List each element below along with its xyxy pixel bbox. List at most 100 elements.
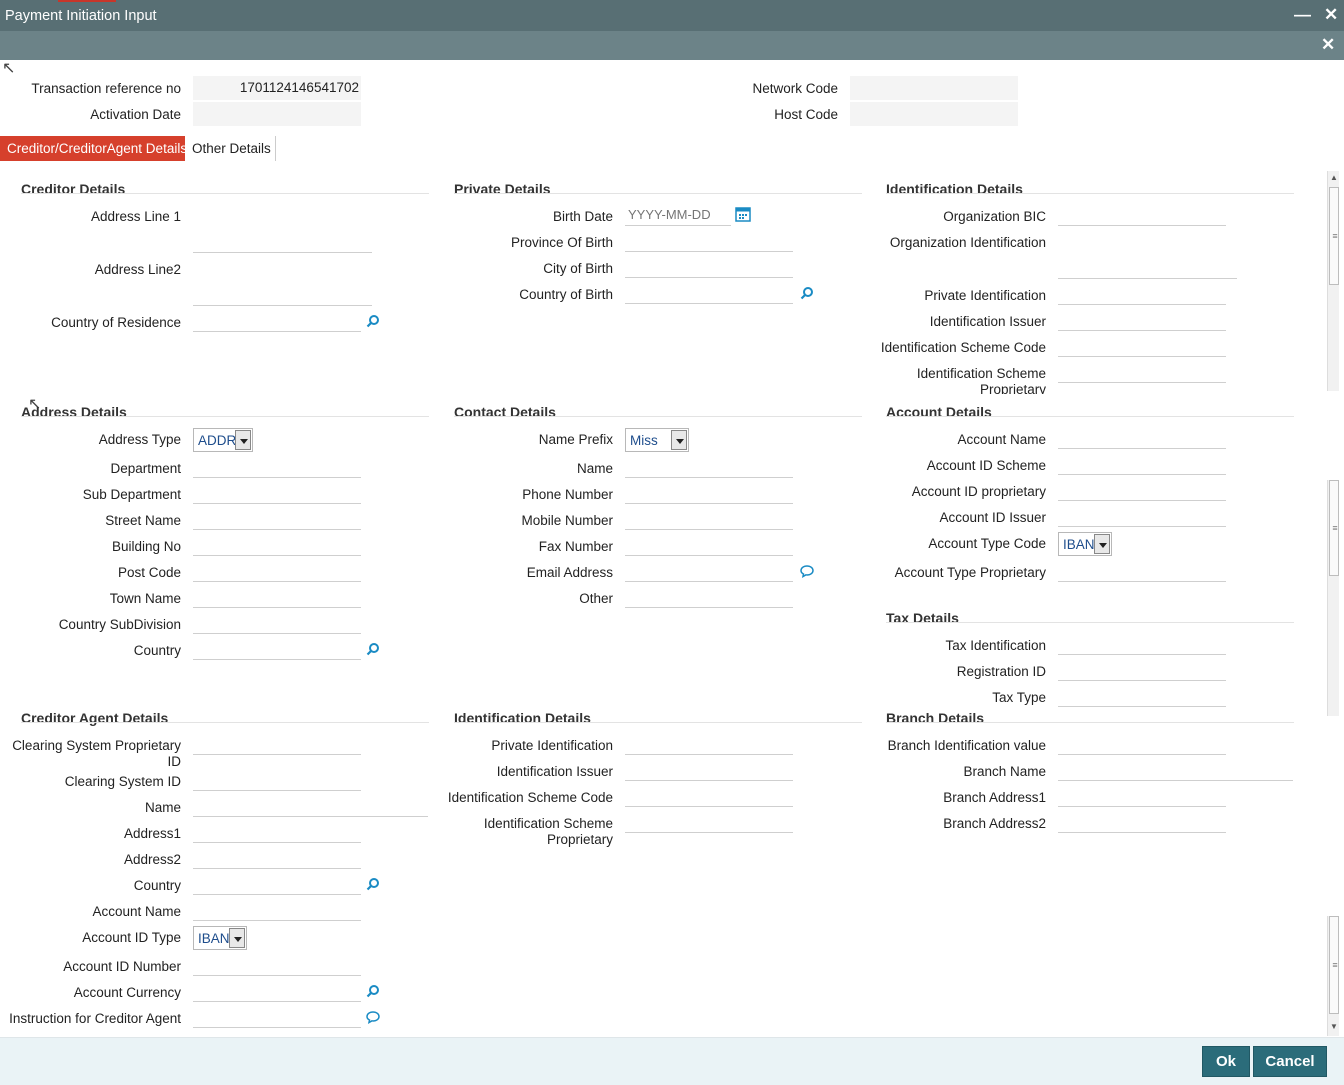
agent-identification-scheme-code-input[interactable] (625, 785, 793, 807)
branch-address2-input[interactable] (1058, 811, 1226, 833)
agent-private-identification-input[interactable] (625, 733, 793, 755)
address-line2-input[interactable] (193, 284, 372, 306)
country-of-birth-input[interactable] (625, 282, 793, 304)
sub-department-input[interactable] (193, 482, 361, 504)
agent-name-input[interactable] (193, 795, 428, 817)
address-line2-label: Address Line2 (94, 262, 181, 277)
identification-issuer-input[interactable] (1058, 309, 1226, 331)
network-code-field[interactable] (850, 76, 1018, 100)
agent-country-input[interactable] (193, 873, 361, 895)
calendar-icon[interactable] (735, 207, 751, 222)
host-code-field[interactable] (850, 102, 1018, 126)
mobile-number-input[interactable] (625, 508, 793, 530)
section-divider (21, 722, 429, 723)
close-subwindow-icon[interactable]: ✕ (1321, 35, 1336, 54)
chevron-down-icon[interactable] (1094, 534, 1110, 554)
account-name-input[interactable] (1058, 427, 1226, 449)
building-no-input[interactable] (193, 534, 361, 556)
organization-identification-input[interactable] (1058, 257, 1237, 279)
chevron-down-icon[interactable] (229, 928, 245, 948)
agent-address1-input[interactable] (193, 821, 361, 843)
search-icon[interactable] (800, 286, 814, 300)
agent-identification-scheme-proprietary-input[interactable] (625, 811, 793, 833)
address-line1-input[interactable] (193, 231, 372, 253)
clearing-system-id-input[interactable] (193, 769, 361, 791)
registration-id-input[interactable] (1058, 659, 1226, 681)
country-input[interactable] (193, 638, 361, 660)
account-id-number-input[interactable] (193, 954, 361, 976)
account-id-issuer-input[interactable] (1058, 505, 1226, 527)
agent-account-name-input[interactable] (193, 899, 361, 921)
chevron-down-icon[interactable] (671, 430, 687, 450)
chat-bubble-icon[interactable] (366, 1010, 380, 1024)
account-currency-input[interactable] (193, 980, 361, 1002)
window-title: Payment Initiation Input (5, 8, 157, 24)
account-id-number-label: Account ID Number (63, 959, 181, 974)
account-type-proprietary-input[interactable] (1058, 560, 1226, 582)
branch-identification-value-input[interactable] (1058, 733, 1226, 755)
cancel-button[interactable]: Cancel (1253, 1046, 1327, 1077)
scrollbar-main[interactable]: ▼ (1327, 916, 1340, 1036)
country-subdivision-input[interactable] (193, 612, 361, 634)
tax-type-label: Tax Type (992, 690, 1046, 705)
city-of-birth-input[interactable] (625, 256, 793, 278)
scrollbar-identification[interactable]: ▲ (1327, 171, 1340, 391)
close-icon[interactable]: ✕ (1324, 5, 1339, 24)
scrollbar-account[interactable] (1327, 480, 1340, 716)
post-code-input[interactable] (193, 560, 361, 582)
search-icon[interactable] (366, 984, 380, 998)
address-type-select[interactable]: ADDR (193, 428, 253, 452)
province-of-birth-input[interactable] (625, 230, 793, 252)
chat-bubble-icon[interactable] (800, 564, 814, 578)
name-prefix-select[interactable]: Miss (625, 428, 689, 452)
fax-number-input[interactable] (625, 534, 793, 556)
search-icon[interactable] (366, 642, 380, 656)
phone-number-input[interactable] (625, 482, 793, 504)
branch-address1-label: Branch Address1 (943, 790, 1046, 805)
activation-date-field[interactable] (193, 102, 361, 126)
organization-bic-input[interactable] (1058, 204, 1226, 226)
identification-scheme-code-input[interactable] (1058, 335, 1226, 357)
tax-identification-input[interactable] (1058, 633, 1226, 655)
branch-name-input[interactable] (1058, 759, 1293, 781)
country-of-residence-input[interactable] (193, 310, 361, 332)
ok-button[interactable]: Ok (1202, 1046, 1250, 1077)
birth-date-input[interactable] (625, 204, 731, 226)
street-name-input[interactable] (193, 508, 361, 530)
account-id-scheme-input[interactable] (1058, 453, 1226, 475)
agent-address2-input[interactable] (193, 847, 361, 869)
account-type-code-select[interactable]: IBAN (1058, 532, 1112, 556)
tax-type-input[interactable] (1058, 685, 1226, 707)
department-input[interactable] (193, 456, 361, 478)
search-icon[interactable] (366, 877, 380, 891)
identification-scheme-proprietary-input[interactable] (1058, 361, 1226, 383)
instruction-for-creditor-agent-label: Instruction for Creditor Agent (9, 1011, 181, 1026)
agent-identification-issuer-input[interactable] (625, 759, 793, 781)
network-code-label: Network Code (752, 81, 838, 96)
minimize-icon[interactable]: — (1294, 5, 1311, 24)
private-identification-input[interactable] (1058, 283, 1226, 305)
clearing-system-proprietary-id-input[interactable] (193, 733, 361, 755)
chevron-down-icon[interactable] (235, 430, 251, 450)
scrollbar-thumb[interactable] (1329, 916, 1340, 1014)
identification-issuer-label: Identification Issuer (929, 314, 1046, 329)
scroll-down-icon[interactable]: ▼ (1330, 1022, 1338, 1031)
search-icon[interactable] (366, 314, 380, 328)
email-address-input[interactable] (625, 560, 793, 582)
tab-other-details[interactable]: Other Details (192, 141, 271, 156)
other-input[interactable] (625, 586, 793, 608)
account-id-proprietary-input[interactable] (1058, 479, 1226, 501)
registration-id-label: Registration ID (956, 664, 1046, 679)
tab-creditor-details[interactable]: Creditor/CreditorAgent Details (0, 136, 187, 161)
organization-bic-label: Organization BIC (943, 209, 1046, 224)
name-input[interactable] (625, 456, 793, 478)
branch-address1-input[interactable] (1058, 785, 1226, 807)
scrollbar-thumb[interactable] (1329, 480, 1340, 576)
account-id-type-select[interactable]: IBAN (193, 926, 247, 950)
scrollbar-thumb[interactable] (1329, 187, 1340, 285)
scroll-up-icon[interactable]: ▲ (1330, 173, 1338, 182)
account-id-type-label: Account ID Type (82, 930, 181, 945)
txn-ref-field[interactable]: 1701124146541702 (193, 76, 361, 100)
town-name-input[interactable] (193, 586, 361, 608)
instruction-for-creditor-agent-input[interactable] (193, 1006, 361, 1028)
